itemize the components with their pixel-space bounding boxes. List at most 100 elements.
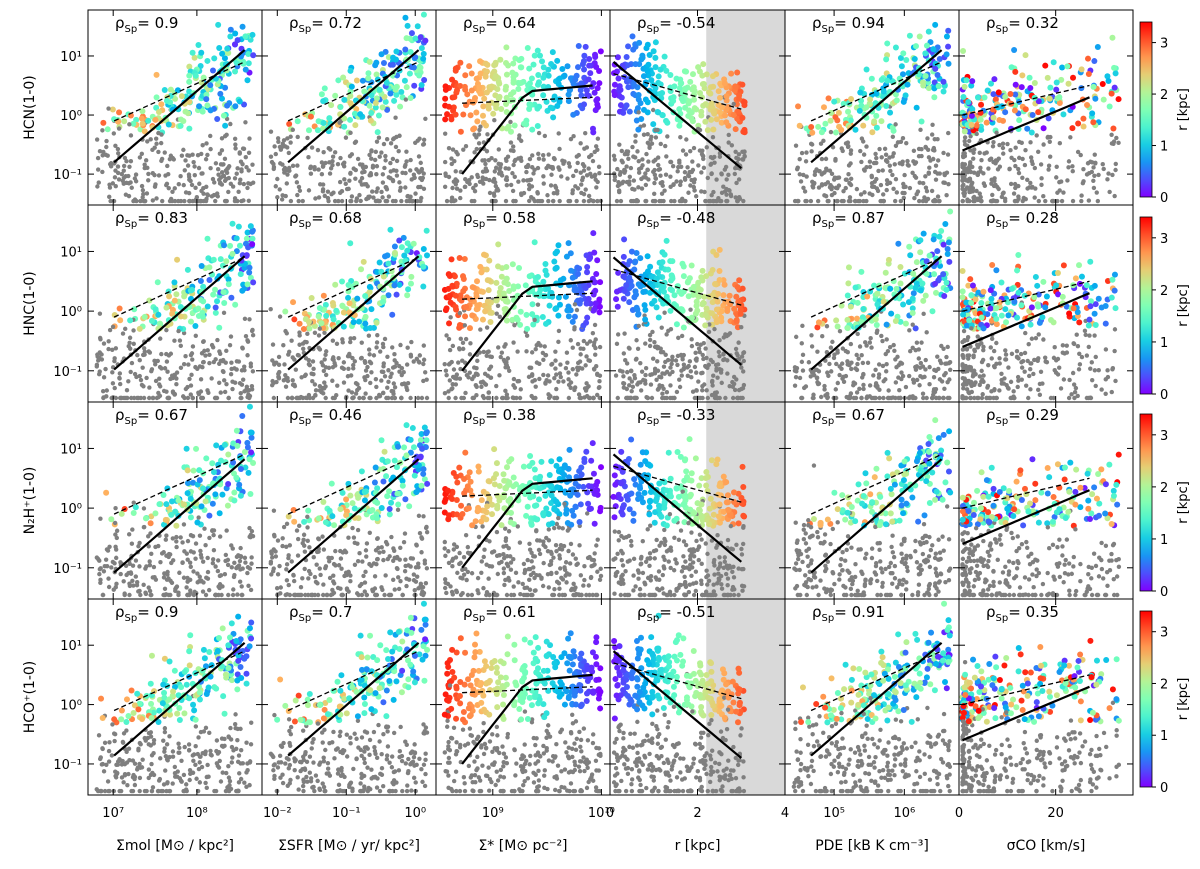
scatter-points [610, 402, 785, 599]
rho-label: ρSp= 0.9 [115, 14, 178, 35]
scatter-points [94, 403, 257, 598]
y-tick-label: 10¹ [60, 245, 82, 260]
scatter-points [959, 451, 1122, 598]
rho-label: ρSp= 0.32 [986, 14, 1059, 35]
y-tick-label: 10⁻¹ [53, 562, 82, 577]
colorbar [1139, 21, 1153, 198]
scatter-points [611, 599, 785, 795]
scatter-points [792, 21, 952, 204]
colorbar-tick-label: 3 [1160, 626, 1168, 641]
scatter-points [268, 226, 431, 401]
median-line [113, 49, 246, 164]
y-tick-label: 10¹ [60, 442, 82, 457]
colorbar [1139, 413, 1153, 592]
x-axis-label: ΣSFR [M⊙ / yr/ kpc²] [278, 838, 420, 854]
median-line [962, 489, 1090, 545]
median-line [612, 256, 743, 366]
scatter-points [959, 34, 1122, 204]
x-tick-label: 4 [781, 806, 789, 821]
panel-frame [958, 598, 1134, 796]
panel-r2-c2: ρSp= 0.38 [435, 401, 611, 600]
rho-label: ρSp= 0.72 [289, 14, 362, 35]
x-tick-label: 10⁷ [102, 806, 124, 821]
panel-r2-c1: ρSp= 0.46 [261, 401, 437, 600]
panel-r3-c0: ρSp= 0.9 [87, 598, 263, 796]
mean-line [613, 268, 742, 306]
median-line [612, 61, 743, 170]
median-line [962, 685, 1090, 742]
panel-r1-c5: ρSp= 0.28 [958, 204, 1134, 403]
x-tick-label: 10⁰ [404, 806, 426, 821]
mean-line [462, 686, 593, 694]
mean-line [613, 465, 742, 503]
rho-label: ρSp= 0.46 [289, 406, 362, 427]
colorbar-tick-label: 2 [1160, 481, 1168, 496]
panel-r1-c1: ρSp= 0.68 [261, 204, 437, 403]
y-tick-label: 10⁻¹ [53, 168, 82, 183]
colorbar-tick-label: 0 [1160, 781, 1168, 796]
rho-label: ρSp= -0.54 [637, 14, 715, 35]
mean-line [962, 280, 1090, 312]
x-axis-label: Σmol [M⊙ / kpc²] [116, 838, 234, 854]
x-axis-label: Σ* [M⊙ pc⁻²] [478, 838, 567, 854]
rho-label: ρSp= 0.64 [463, 14, 536, 35]
panel-r1-c4: ρSp= 0.87 [784, 204, 960, 403]
panel-r0-c3: ρSp= -0.54 [609, 9, 786, 206]
panel-r1-c2: ρSp= 0.58 [435, 204, 611, 403]
colorbar-label: r [kpc] [1176, 678, 1191, 721]
median-line [810, 641, 943, 757]
mean-line [462, 489, 593, 497]
x-axis-label: σCO [km/s] [1007, 838, 1086, 854]
panel-r3-c1: ρSp= 0.7 [261, 598, 437, 796]
colorbar-tick-label: 0 [1160, 191, 1168, 206]
y-tick-label: 10⁰ [60, 305, 82, 320]
median-line [810, 49, 943, 164]
median-line [113, 458, 246, 574]
median-line [810, 458, 943, 574]
panel-r1-c0: ρSp= 0.83 [87, 204, 263, 403]
median-line [287, 49, 420, 164]
y-tick-label: 10¹ [60, 50, 82, 65]
rho-label: ρSp= 0.67 [812, 406, 885, 427]
rho-label: ρSp= 0.35 [986, 603, 1059, 624]
scatter-points [268, 600, 431, 794]
mean-line [962, 477, 1090, 509]
median-line [612, 650, 743, 759]
rho-label: ρSp= 0.61 [463, 603, 536, 624]
mean-line [613, 73, 742, 110]
panel-r2-c3: ρSp= -0.33 [609, 401, 786, 600]
scatter-points [442, 42, 604, 204]
colorbar-tick-label: 2 [1160, 88, 1168, 103]
panel-r0-c0: ρSp= 0.9 [87, 9, 263, 206]
colorbar [1139, 610, 1153, 788]
y-tick-label: 10⁰ [60, 699, 82, 714]
x-tick-label: 10⁻¹ [332, 806, 361, 821]
median-line [287, 641, 420, 757]
rho-label: ρSp= 0.68 [289, 209, 362, 230]
y-tick-label: 10⁻¹ [53, 365, 82, 380]
scatter-points [441, 230, 604, 401]
panel-r3-c4: ρSp= 0.91 [784, 598, 960, 796]
median-line [810, 255, 943, 371]
scatter-points [612, 205, 785, 402]
mean-line [613, 662, 742, 700]
panel-r0-c2: ρSp= 0.64 [435, 9, 611, 206]
panel-r2-c4: ρSp= 0.67 [784, 401, 960, 600]
x-axis-label: r [kpc] [675, 838, 721, 854]
panel-frame [958, 401, 1134, 600]
rho-label: ρSp= 0.94 [812, 14, 885, 35]
colorbar-tick-label: 2 [1160, 284, 1168, 299]
panel-r3-c3: ρSp= -0.51 [609, 598, 786, 796]
x-axis-label: PDE [kB K cm⁻³] [815, 838, 929, 854]
median-line [962, 292, 1090, 348]
y-tick-label: 10⁰ [60, 502, 82, 517]
mean-line [962, 674, 1090, 706]
panel-r2-c5: ρSp= 0.29 [958, 401, 1134, 600]
panel-r3-c5: ρSp= 0.35 [958, 598, 1134, 796]
row-label: HNC(1-0) [22, 271, 38, 336]
rho-label: ρSp= -0.51 [637, 603, 715, 624]
colorbar-tick-label: 1 [1160, 533, 1168, 548]
median-line [113, 255, 246, 371]
panel-r0-c5: ρSp= 0.32 [958, 9, 1134, 206]
median-line [287, 458, 420, 574]
